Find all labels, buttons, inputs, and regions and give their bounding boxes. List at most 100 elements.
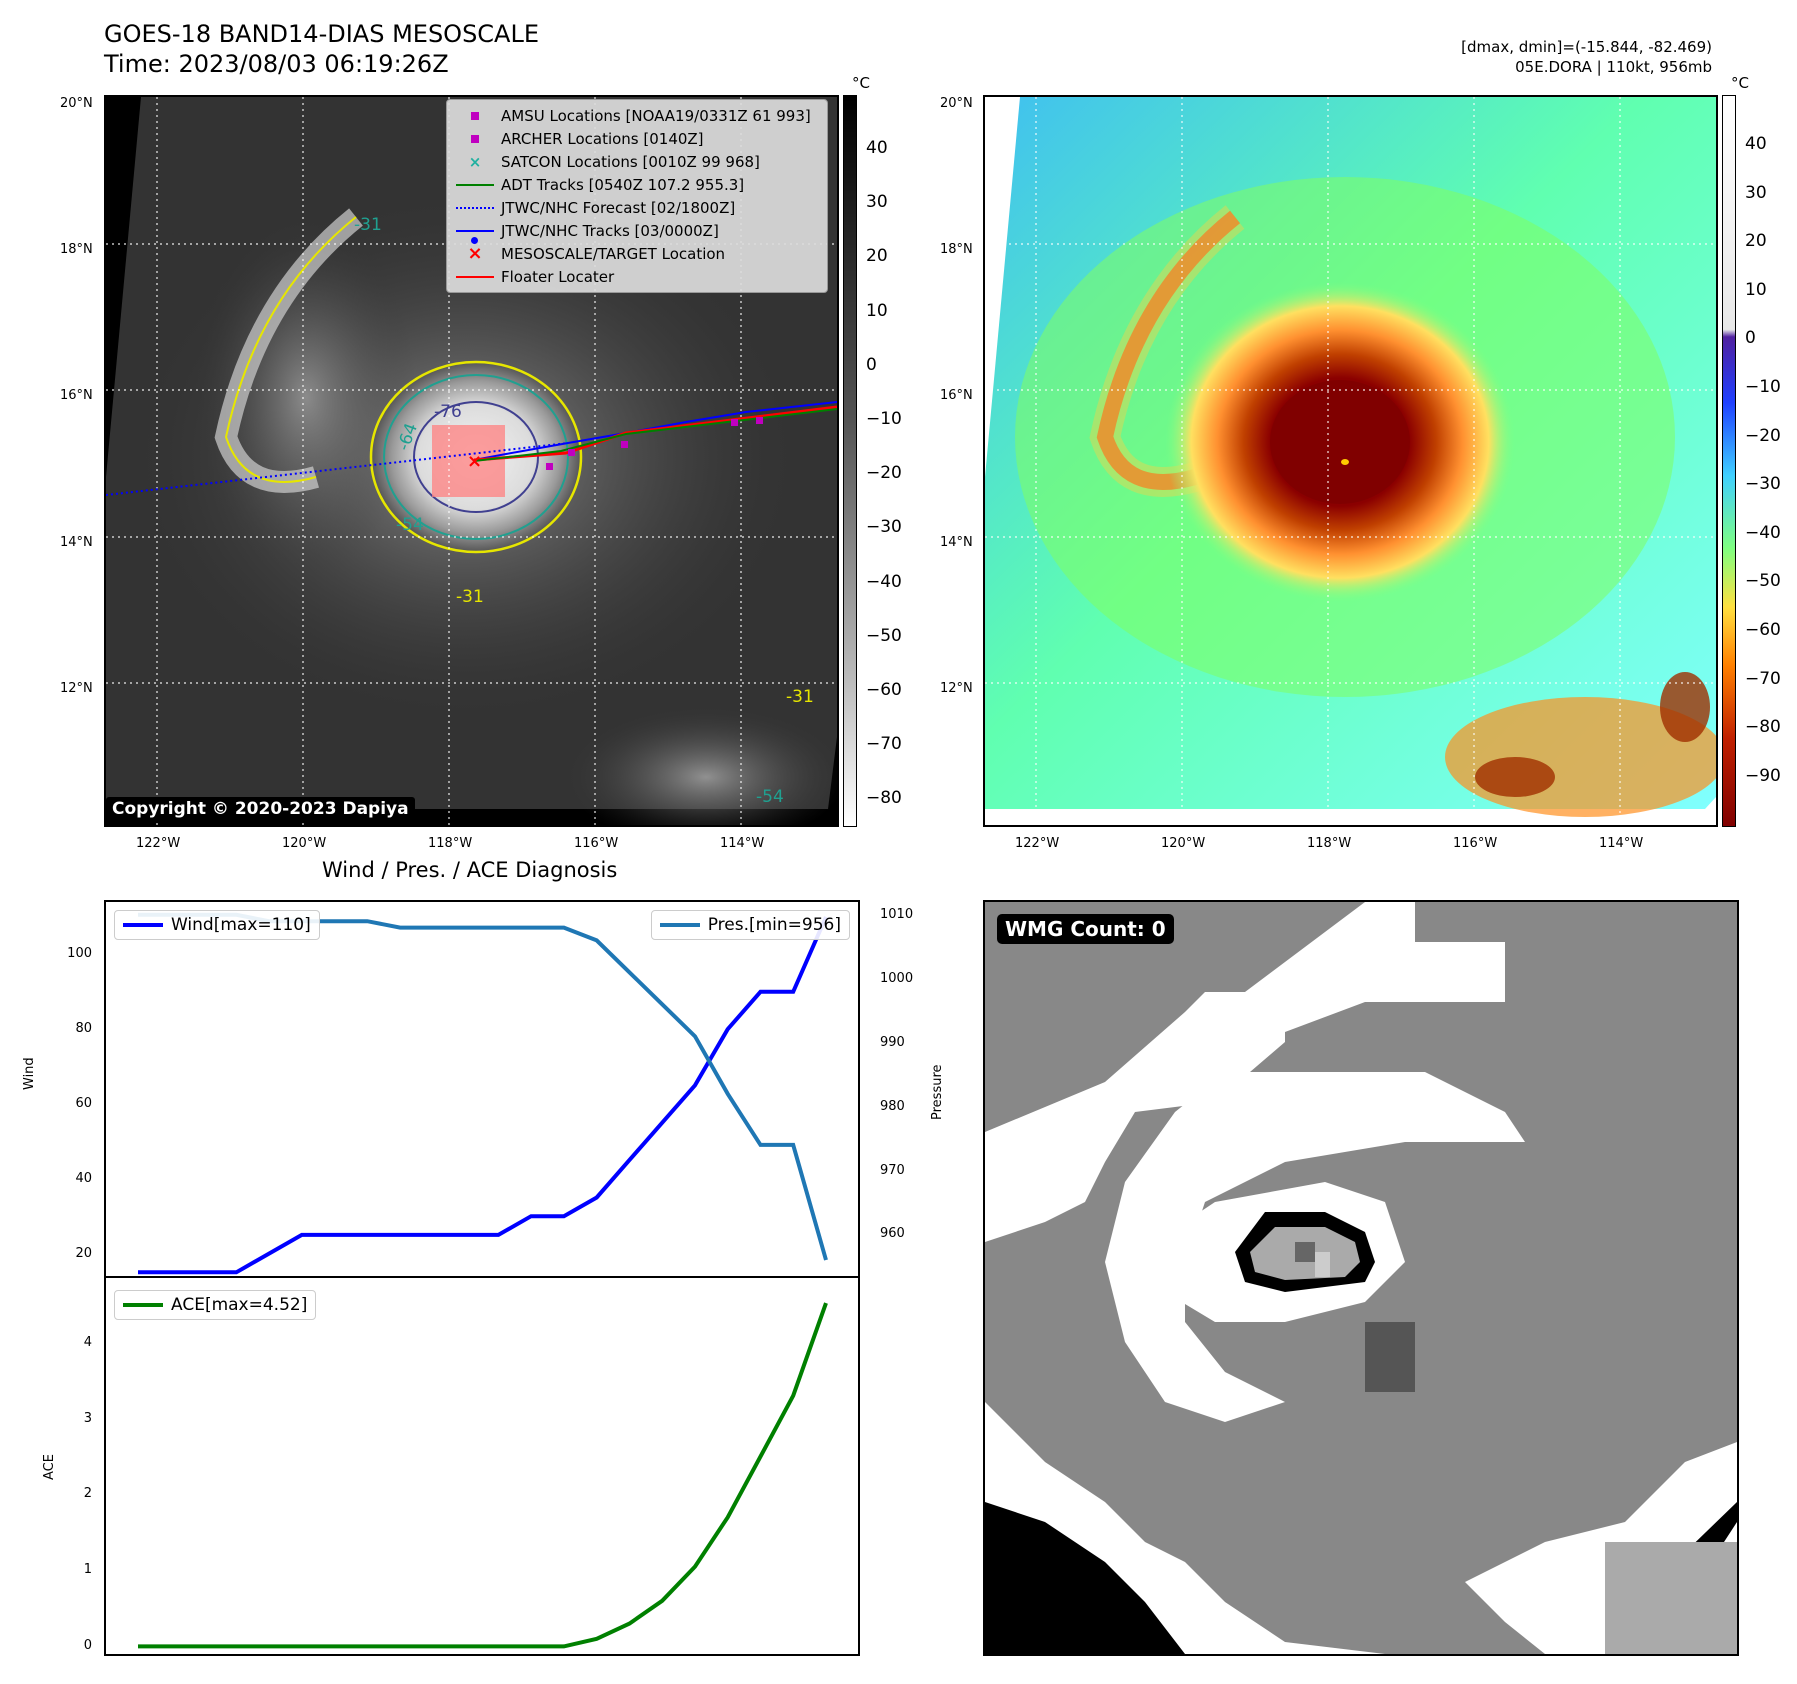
colorbar-tick-label: −60 [1745,620,1781,640]
series-line [138,912,828,1261]
lon-label: 122°W [1015,836,1060,851]
dmax-dmin-info: [dmax, dmin]=(-15.844, -82.469) [1461,38,1712,56]
lon-label: 114°W [720,836,765,851]
pres-legend: Pres.[min=956] [650,910,850,940]
contour-label: -54 [756,787,784,807]
lon-label: 116°W [1453,836,1498,851]
lat-label: 20°N [60,96,93,111]
colorbar-tick-label: −20 [1745,425,1781,446]
lat-label: 12°N [60,681,93,696]
wind-pres-svg [138,912,828,1275]
colorbar-tick-label: −70 [1745,668,1781,689]
colorbar-tick-label: −70 [866,734,902,755]
line-dot-icon [456,229,494,232]
ace-svg [138,1302,828,1649]
lat-label: 18°N [940,242,973,257]
lat-label: 18°N [60,242,93,257]
legend-item: × SATCON Locations [0010Z 99 968] [455,150,819,173]
storm-info: 05E.DORA | 110kt, 956mb [1515,58,1712,76]
x-marker-icon: × [468,152,482,171]
copyright-badge: Copyright © 2020-2023 Dapiya [106,797,415,821]
colorbar-tick-label: −20 [866,463,902,484]
color-colorbar [1722,95,1736,827]
lon-label: 116°W [574,836,619,851]
lat-label: 16°N [940,388,973,403]
diagnosis-title: Wind / Pres. / ACE Diagnosis [322,858,618,882]
y-tick-label: 20 [75,1245,92,1261]
y-tick-label: 980 [880,1098,905,1114]
lon-label: 122°W [136,836,181,851]
contour-label: -31 [354,215,382,235]
colorbar-tick-label: 30 [866,192,888,213]
lon-label: 120°W [282,836,327,851]
legend-item: JTWC/NHC Forecast [02/1800Z] [455,196,819,219]
wind-axis-label: Wind [22,1057,37,1090]
y-tick-label: 60 [75,1095,92,1111]
contour-label: -31 [456,587,484,607]
colorbar-tick-label: −30 [866,517,902,538]
lat-label: 20°N [940,96,973,111]
line-icon [123,1303,163,1307]
series-line [138,1302,828,1649]
y-tick-label: 0 [83,1638,92,1654]
lon-label: 118°W [1307,836,1352,851]
contour-label: -54 [396,515,424,535]
colorbar-tick-label: 40 [866,138,888,158]
chart-title: GOES-18 BAND14-DIAS MESOSCALE [104,20,540,48]
y-tick-label: 3 [83,1410,92,1426]
line-icon [456,183,494,186]
line-icon [456,275,494,278]
colorbar-tick-label: 20 [866,246,888,267]
legend-item: JTWC/NHC Tracks [03/0000Z] [455,219,819,244]
square-marker-icon [471,111,479,120]
map-legend: AMSU Locations [NOAA19/0331Z 61 993] ARC… [446,99,828,293]
legend-item: × MESOSCALE/TARGET Location [455,242,819,265]
colorbar-tick-label: 10 [866,300,888,321]
colorbar-tick-label: 0 [1745,328,1756,349]
colorbar-tick-label: −80 [1745,717,1781,738]
lat-label: 14°N [940,535,973,550]
y-tick-label: 960 [880,1226,905,1242]
colorbar-tick-label: −50 [866,625,902,646]
y-tick-label: 2 [83,1486,92,1502]
ir-colorbar [843,95,857,827]
ace-legend: ACE[max=4.52] [114,1290,317,1320]
dotted-line-icon [456,206,494,209]
legend-item: ARCHER Locations [0140Z] [455,127,819,150]
y-tick-label: 40 [75,1170,92,1186]
colorbar-tick-label: −90 [1745,765,1781,786]
series-line [138,916,828,1275]
x-marker-icon: × [467,243,483,264]
line-icon [659,923,700,927]
legend-item: Floater Locater [455,265,819,288]
colorbar-tick-label: −80 [866,788,902,809]
y-tick-label: 990 [880,1034,905,1050]
colorbar-tick-label: −40 [866,571,902,592]
colorbar-tick-label: −60 [866,680,902,700]
lat-label: 12°N [940,681,973,696]
colorbar-tick-label: 30 [1745,182,1767,203]
ir-map-panel: × -31 -64 -76 -54 -54 -31 -31 AMSU Locat… [104,95,839,827]
colorbar-tick-label: 20 [1745,231,1767,252]
y-tick-label: 1010 [880,906,914,922]
colorbar-tick-label: 40 [1745,134,1767,154]
y-tick-label: 4 [83,1334,92,1350]
legend-item: AMSU Locations [NOAA19/0331Z 61 993] [455,104,819,127]
y-tick-label: 1000 [880,970,914,986]
lat-label: 14°N [60,535,93,550]
color-map-image [985,97,1716,825]
colorbar-tick-label: 10 [1745,279,1767,300]
chart-time: Time: 2023/08/03 06:19:26Z [104,50,449,78]
colorbar-tick-label: −40 [1745,522,1781,543]
colorbar-tick-label: −10 [1745,377,1781,397]
line-icon [123,923,163,927]
wind-pres-plot: Wind[max=110] Pres.[min=956] [104,900,860,1278]
legend-item: ADT Tracks [0540Z 107.2 955.3] [455,173,819,196]
wmg-panel: WMG Count: 0 [983,900,1739,1656]
colorbar-tick-label: 0 [866,354,877,375]
colorbar-unit: °C [852,74,870,92]
contour-label: -76 [434,402,462,422]
lon-label: 118°W [428,836,473,851]
y-tick-label: 100 [67,946,92,962]
y-tick-label: 80 [75,1021,92,1037]
